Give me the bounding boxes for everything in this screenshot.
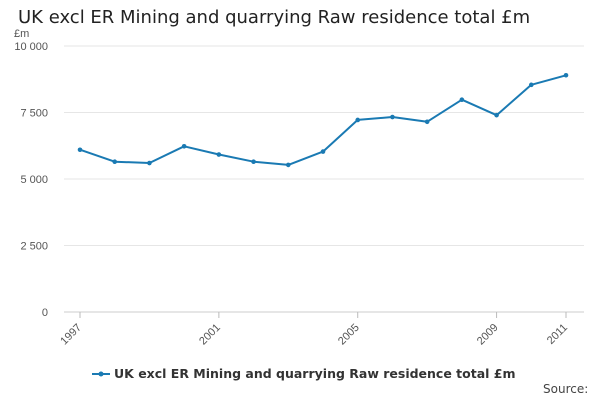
y-tick-label: 5 000 [20,174,48,186]
data-point [285,162,291,168]
y-tick-label: 0 [42,307,48,319]
data-point [424,119,430,125]
x-tick-label: 2011 [545,322,570,347]
legend[interactable]: UK excl ER Mining and quarrying Raw resi… [92,366,516,381]
data-point [320,149,326,154]
data-point [459,97,465,103]
y-tick-label: 10 000 [14,41,48,53]
legend-label: UK excl ER Mining and quarrying Raw resi… [114,366,516,381]
data-point [181,143,187,149]
x-tick-label: 2009 [475,322,501,348]
data-point [355,117,361,123]
data-point [77,147,83,153]
data-point [563,72,569,78]
data-point [528,82,534,88]
legend-swatch-icon [92,371,110,376]
x-tick-label: 2001 [197,322,223,348]
source-label[interactable]: Source: [543,382,589,396]
chart-title: UK excl ER Mining and quarrying Raw resi… [18,7,531,28]
y-axis-label: £m [14,28,29,40]
x-tick-label: 2005 [336,322,362,348]
data-point [112,159,118,165]
y-tick-label: 7 500 [20,108,48,120]
x-tick-label: 1997 [58,322,84,348]
y-tick-label: 2 500 [20,241,48,253]
data-point [147,160,152,166]
data-point [216,152,222,157]
data-point [251,159,256,165]
data-point [390,114,395,120]
data-point [494,112,499,118]
